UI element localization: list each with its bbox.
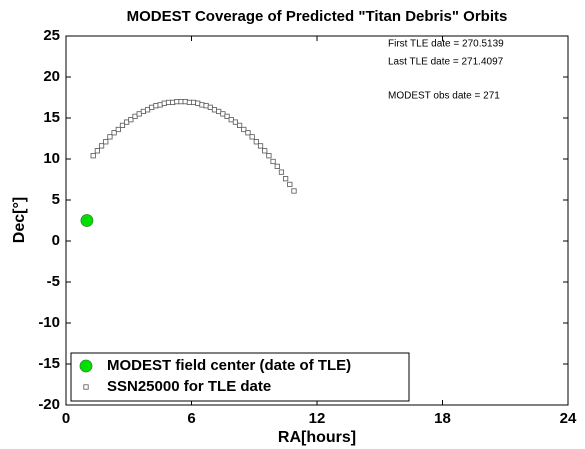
annotation: MODEST obs date = 271 xyxy=(388,91,500,102)
data-point xyxy=(170,99,176,106)
data-point xyxy=(274,163,280,169)
annotation: First TLE date = 270.5139 xyxy=(388,39,504,50)
legend: MODEST field center (date of TLE) SSN2500… xyxy=(70,352,410,402)
data-point xyxy=(149,104,155,110)
data-point xyxy=(80,214,94,227)
x-axis-label: RA[hours] xyxy=(278,429,356,446)
data-point xyxy=(119,122,126,128)
data-point xyxy=(107,134,113,140)
data-point xyxy=(157,102,163,108)
x-tick-label: 24 xyxy=(560,410,577,427)
legend-box xyxy=(70,352,410,402)
legend-label: MODEST field center (date of TLE) xyxy=(107,357,351,374)
data-point xyxy=(140,108,146,115)
legend-marker xyxy=(79,359,93,373)
data-point xyxy=(262,148,268,154)
data-point xyxy=(161,100,167,106)
legend-marker xyxy=(83,384,89,390)
data-point xyxy=(270,158,276,165)
y-tick-label: 5 xyxy=(52,191,60,208)
data-point xyxy=(103,139,109,145)
data-point xyxy=(115,126,121,133)
data-point xyxy=(199,102,205,108)
y-tick-label: -20 xyxy=(38,396,60,413)
data-point xyxy=(94,148,100,154)
data-point xyxy=(283,176,289,182)
data-point xyxy=(98,143,105,149)
y-tick-label: -10 xyxy=(38,314,60,331)
data-point xyxy=(211,107,218,113)
annotation: Last TLE date = 271.4097 xyxy=(388,57,504,68)
y-tick-label: 25 xyxy=(43,27,60,44)
data-point xyxy=(190,99,197,106)
data-point xyxy=(132,113,138,119)
data-point xyxy=(165,99,172,106)
y-tick-label: 15 xyxy=(43,109,60,126)
data-point xyxy=(266,153,272,159)
data-point xyxy=(224,113,230,119)
data-point xyxy=(216,108,222,115)
data-point xyxy=(245,130,251,136)
data-point xyxy=(111,130,117,136)
data-point xyxy=(195,100,201,106)
data-point xyxy=(241,126,247,133)
data-point xyxy=(186,99,193,106)
y-tick-label: 20 xyxy=(43,68,60,85)
data-point xyxy=(144,107,151,113)
y-tick-label: 10 xyxy=(43,150,60,167)
chart-title: MODEST Coverage of Predicted "Titan Debr… xyxy=(127,8,508,25)
data-point xyxy=(136,111,142,117)
data-point xyxy=(182,99,188,105)
x-tick-label: 18 xyxy=(434,410,451,427)
data-point xyxy=(178,99,184,105)
data-point xyxy=(207,104,213,110)
legend-label: SSN25000 for TLE date xyxy=(107,378,271,395)
y-tick-label: -5 xyxy=(47,273,60,290)
x-tick-label: 0 xyxy=(62,410,70,427)
data-point xyxy=(124,119,130,125)
data-point xyxy=(253,139,259,145)
data-point xyxy=(153,103,159,109)
y-axis-label: Dec[°] xyxy=(11,197,28,243)
data-point xyxy=(174,99,180,105)
x-tick-label: 12 xyxy=(309,410,326,427)
data-point xyxy=(220,111,226,117)
data-point xyxy=(228,117,234,123)
y-tick-label: -15 xyxy=(38,355,60,372)
data-point xyxy=(257,143,264,149)
data-point xyxy=(90,153,96,159)
data-point xyxy=(278,169,285,175)
data-point xyxy=(291,188,297,194)
data-point xyxy=(128,117,134,123)
y-tick-label: 0 xyxy=(52,232,60,249)
data-point xyxy=(237,122,243,128)
data-point xyxy=(249,134,255,140)
data-point xyxy=(287,181,293,188)
data-point xyxy=(203,103,209,109)
x-tick-label: 6 xyxy=(187,410,195,427)
data-point xyxy=(232,119,239,125)
